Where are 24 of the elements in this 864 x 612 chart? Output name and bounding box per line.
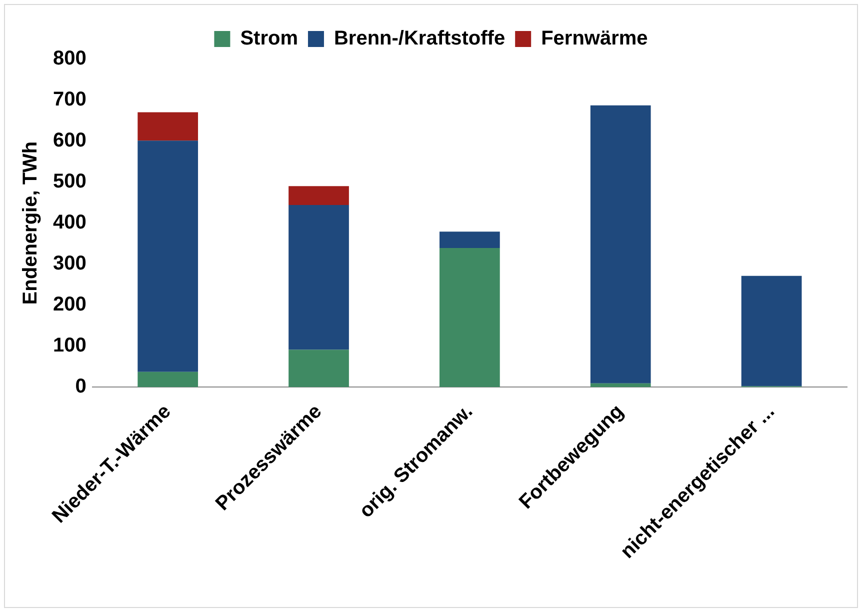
bar [138,112,198,141]
bar [288,186,349,205]
bar [288,350,349,388]
y-tick-label: 800 [52,48,86,70]
legend-label: Brenn-/Kraftstoffe [334,28,506,50]
y-tick-label: 600 [52,130,86,152]
y-tick-label: 0 [75,376,86,398]
y-tick-label: 100 [52,334,86,357]
legend-label: Strom [240,28,298,50]
bar [440,248,500,388]
y-tick-label: 400 [52,212,86,234]
bar [288,204,349,350]
bar [590,105,651,384]
bar [138,372,198,388]
legend-label: Fernwärme [541,28,648,50]
y-tick-label: 500 [52,170,86,193]
bar [440,232,500,248]
bar [590,383,651,388]
y-tick-label: 200 [52,294,86,316]
bar [741,276,802,386]
y-axis-title: Endenergie, TWh [20,141,42,305]
y-tick-label: 300 [52,252,86,275]
y-tick-label: 700 [52,88,86,111]
bar [138,140,198,372]
